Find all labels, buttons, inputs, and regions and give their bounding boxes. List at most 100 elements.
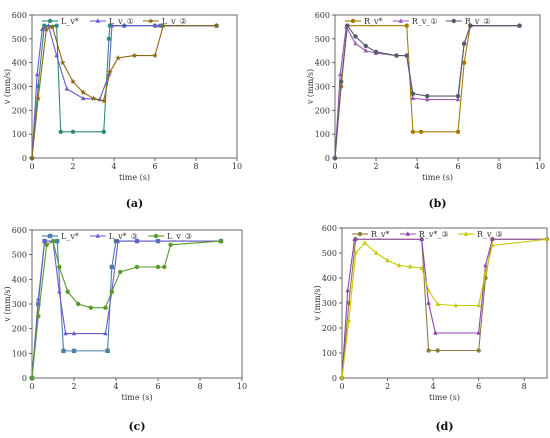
y-tick-label: 300 — [315, 83, 330, 92]
y-tick-label: 500 — [12, 35, 27, 44]
data-point — [461, 41, 467, 46]
y-axis-label: v (mm/s) — [313, 285, 322, 321]
data-point — [339, 375, 345, 380]
plot-frame — [31, 229, 243, 379]
data-point — [113, 238, 119, 244]
data-point — [490, 236, 495, 241]
data-point — [134, 264, 140, 270]
data-point — [101, 129, 106, 134]
data-point — [168, 242, 173, 247]
series-group — [332, 23, 522, 161]
y-tick-label: 600 — [12, 11, 27, 20]
y-tick-label: 100 — [315, 130, 330, 139]
data-point — [162, 264, 167, 270]
data-point — [54, 52, 59, 58]
y-tick-label: 600 — [12, 226, 27, 235]
data-point — [408, 264, 413, 269]
y-tick-label: 600 — [315, 11, 330, 20]
series-line — [341, 238, 547, 379]
data-point — [57, 264, 62, 270]
legend-swatch-marker — [147, 18, 154, 24]
legend-entry: R_v_③ — [477, 230, 503, 239]
x-tick-label: 6 — [155, 382, 160, 391]
data-point — [152, 52, 158, 58]
data-point — [65, 289, 70, 294]
data-point — [337, 71, 343, 77]
series-group — [29, 238, 224, 381]
data-point — [404, 23, 409, 28]
series-line — [31, 240, 221, 379]
data-point — [118, 269, 123, 275]
series-line — [334, 25, 520, 159]
series-line — [341, 238, 548, 379]
x-tick-label: 10 — [237, 382, 247, 391]
series-group — [29, 238, 224, 381]
data-point — [362, 240, 367, 245]
legend: L_v* L_v_① L_v_② — [42, 17, 187, 26]
y-tick-label: 100 — [12, 349, 27, 358]
data-point — [435, 348, 440, 353]
data-point — [131, 52, 138, 58]
data-point — [46, 23, 51, 28]
legend-swatch-marker — [350, 18, 356, 24]
x-tick-label: 6 — [152, 162, 157, 171]
data-point — [345, 23, 350, 28]
data-point — [352, 236, 357, 241]
x-tick-label: 4 — [111, 162, 116, 171]
data-point — [544, 236, 550, 241]
data-point — [396, 262, 402, 268]
y-tick-label: 0 — [22, 374, 27, 383]
y-tick-label: 200 — [322, 324, 337, 333]
data-point — [435, 301, 440, 306]
data-point — [36, 296, 41, 301]
data-point — [363, 43, 368, 49]
data-point — [106, 36, 112, 42]
legend-swatch-marker — [357, 231, 363, 237]
data-point — [81, 95, 86, 101]
series-group — [29, 238, 224, 380]
x-tick-label: 4 — [113, 382, 118, 391]
panel-caption: (d) — [435, 420, 453, 433]
data-point — [49, 23, 56, 30]
data-point — [61, 348, 66, 354]
data-point — [109, 264, 114, 270]
data-point — [345, 287, 350, 293]
x-tick-label: 10 — [232, 162, 242, 171]
data-point — [332, 155, 338, 161]
legend-swatch-marker — [463, 231, 469, 236]
data-point — [58, 129, 63, 134]
data-point — [346, 317, 352, 323]
y-tick-label: 400 — [12, 59, 27, 68]
data-point — [363, 48, 368, 53]
chart-panel: 0 2 4 6 8 0 100 200 300 400 500 600 time (s) v (mm/s)… — [313, 224, 550, 433]
legend-entry: R_v*_③ — [419, 230, 449, 239]
y-tick-label: 400 — [12, 275, 27, 284]
x-tick-label: 6 — [455, 162, 460, 171]
data-point — [40, 26, 45, 31]
data-point — [71, 330, 77, 336]
data-point — [107, 69, 113, 75]
data-point — [70, 78, 76, 85]
series-line — [341, 238, 547, 379]
legend-entry: L_v_① — [109, 17, 134, 26]
data-point — [410, 129, 416, 134]
legend-swatch-marker — [47, 18, 53, 24]
x-tick-label: 4 — [431, 382, 436, 391]
series-group — [339, 237, 550, 381]
x-tick-label: 8 — [193, 162, 198, 171]
data-point — [42, 23, 47, 28]
y-tick-label: 500 — [12, 251, 27, 260]
legend: R_v* R_v_① R_v_② — [345, 17, 491, 26]
data-point — [455, 129, 461, 134]
y-tick-label: 300 — [322, 299, 337, 308]
data-point — [476, 330, 481, 335]
series-group — [29, 23, 219, 161]
legend-swatch-marker — [153, 233, 159, 239]
series-group — [339, 236, 550, 380]
panel-caption: (a) — [126, 197, 144, 210]
y-axis-label: v (mm/s) — [3, 69, 12, 105]
y-tick-label: 400 — [315, 59, 330, 68]
x-tick-label: 4 — [414, 162, 419, 171]
